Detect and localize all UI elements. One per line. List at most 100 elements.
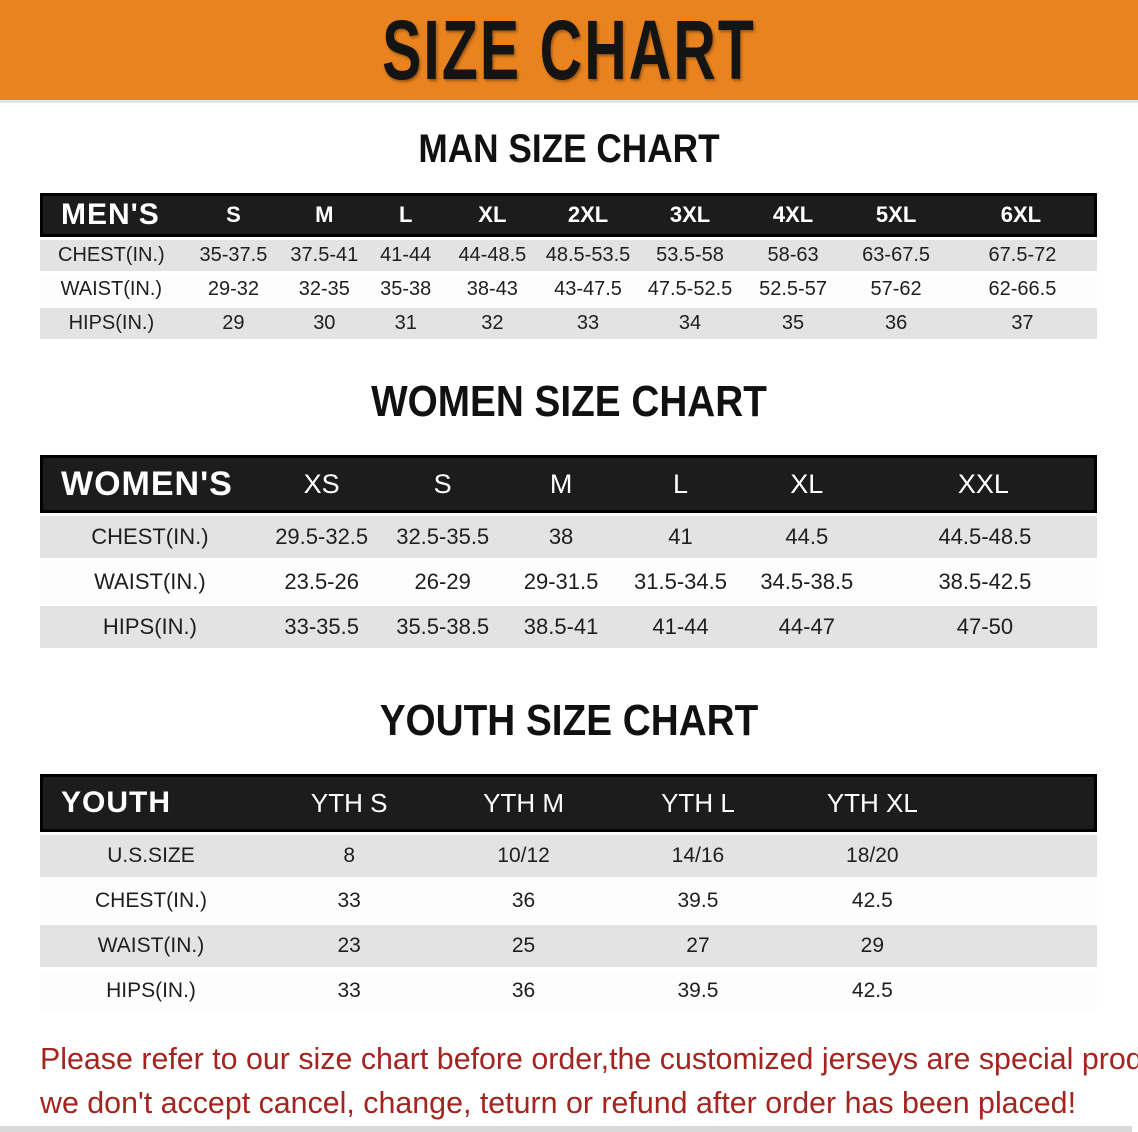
value-cell: 41-44 xyxy=(620,606,741,648)
table-title-cell: MEN'S xyxy=(40,193,183,237)
value-cell: 29 xyxy=(182,308,285,339)
value-cell: 23 xyxy=(261,925,437,967)
value-cell: 38.5-42.5 xyxy=(872,561,1097,603)
value-cell: 32.5-35.5 xyxy=(383,516,502,558)
size-column-header: YTH XL xyxy=(785,774,960,832)
youth-size-table: YOUTH YTH S YTH M YTH L YTH XL U.S.SIZE 8 10/12… xyxy=(40,771,1097,1015)
table-row: CHEST(IN.) 29.5-32.5 32.5-35.5 38 41 44.5 44.5… xyxy=(40,516,1097,558)
value-cell: 37.5-41 xyxy=(284,240,365,271)
table-row: WAIST(IN.) 23.5-26 26-29 29-31.5 31.5-34.5 34… xyxy=(40,561,1097,603)
value-cell: 35-38 xyxy=(364,274,447,305)
value-cell: 39.5 xyxy=(610,880,786,922)
value-cell: 29-32 xyxy=(182,274,285,305)
value-cell: 42.5 xyxy=(785,970,960,1012)
size-column-header: L xyxy=(364,193,447,237)
size-column-header: L xyxy=(620,455,741,513)
row-label-cell: U.S.SIZE xyxy=(40,835,262,877)
value-cell: 36 xyxy=(436,880,611,922)
size-chart-title: SIZE CHART xyxy=(382,2,756,97)
value-cell: 47.5-52.5 xyxy=(638,274,742,305)
women-size-chart-heading: WOMEN SIZE CHART xyxy=(371,377,767,426)
filler-cell xyxy=(959,970,1097,1012)
row-label-cell: WAIST(IN.) xyxy=(40,925,262,967)
size-table: YOUTH YTH S YTH M YTH L YTH XL U.S.SIZE 8 10/12… xyxy=(40,771,1097,1015)
value-cell: 63-67.5 xyxy=(844,240,948,271)
value-cell: 29-31.5 xyxy=(501,561,621,603)
size-column-header: XL xyxy=(446,193,538,237)
value-cell: 33 xyxy=(261,880,437,922)
value-cell: 31 xyxy=(364,308,447,339)
table-row: HIPS(IN.) 33 36 39.5 42.5 xyxy=(40,970,1097,1012)
value-cell: 32 xyxy=(446,308,538,339)
value-cell: 44.5-48.5 xyxy=(872,516,1097,558)
value-cell: 27 xyxy=(610,925,786,967)
value-cell: 48.5-53.5 xyxy=(537,240,639,271)
value-cell: 44-48.5 xyxy=(446,240,538,271)
value-cell: 33 xyxy=(261,970,437,1012)
value-cell: 8 xyxy=(261,835,437,877)
value-cell: 41 xyxy=(620,516,741,558)
value-cell: 14/16 xyxy=(610,835,786,877)
value-cell: 35 xyxy=(741,308,845,339)
row-label-cell: HIPS(IN.) xyxy=(40,606,260,648)
value-cell: 32-35 xyxy=(284,274,365,305)
value-cell: 62-66.5 xyxy=(947,274,1097,305)
table-row: CHEST(IN.) 33 36 39.5 42.5 xyxy=(40,880,1097,922)
size-column-header: 6XL xyxy=(947,193,1097,237)
size-column-header: S xyxy=(182,193,285,237)
table-row: WAIST(IN.) 23 25 27 29 xyxy=(40,925,1097,967)
value-cell: 30 xyxy=(284,308,365,339)
size-column-header: XXL xyxy=(872,455,1097,513)
size-table: MEN'S S M L XL 2XL 3XL 4XL 5XL 6XL CHEST(IN.) 35-37… xyxy=(40,190,1097,342)
order-disclaimer: Please refer to our size chart before or… xyxy=(40,1037,1138,1125)
row-label-cell: CHEST(IN.) xyxy=(40,880,262,922)
table-title-cell: YOUTH xyxy=(40,774,262,832)
table-row: CHEST(IN.) 35-37.5 37.5-41 41-44 44-48.5 48.5… xyxy=(40,240,1097,271)
size-table-header-row: MEN'S S M L XL 2XL 3XL 4XL 5XL 6XL xyxy=(40,193,1097,237)
man-size-chart-heading: MAN SIZE CHART xyxy=(418,127,720,171)
value-cell: 18/20 xyxy=(785,835,960,877)
value-cell: 23.5-26 xyxy=(259,561,384,603)
value-cell: 29 xyxy=(785,925,960,967)
value-cell: 10/12 xyxy=(436,835,611,877)
row-label-cell: CHEST(IN.) xyxy=(40,240,183,271)
value-cell: 67.5-72 xyxy=(947,240,1097,271)
size-column-header: 5XL xyxy=(844,193,948,237)
value-cell: 41-44 xyxy=(364,240,447,271)
size-column-header: XS xyxy=(259,455,384,513)
value-cell: 38 xyxy=(501,516,621,558)
disclaimer-line-1: Please refer to our size chart before or… xyxy=(40,1041,1138,1076)
value-cell: 34 xyxy=(638,308,742,339)
filler-cell xyxy=(959,835,1097,877)
value-cell: 47-50 xyxy=(872,606,1097,648)
size-table: WOMEN'S XS S M L XL XXL CHEST(IN.) 29.5-32.5 32.5… xyxy=(40,452,1097,651)
size-column-header: M xyxy=(501,455,621,513)
size-column-header: YTH M xyxy=(436,774,611,832)
value-cell: 36 xyxy=(844,308,948,339)
value-cell: 42.5 xyxy=(785,880,960,922)
value-cell: 33 xyxy=(537,308,639,339)
size-column-header: M xyxy=(284,193,365,237)
value-cell: 44-47 xyxy=(740,606,873,648)
value-cell: 39.5 xyxy=(610,970,786,1012)
value-cell: 35.5-38.5 xyxy=(383,606,502,648)
value-cell: 29.5-32.5 xyxy=(259,516,384,558)
table-row: U.S.SIZE 8 10/12 14/16 18/20 xyxy=(40,835,1097,877)
value-cell: 36 xyxy=(436,970,611,1012)
size-table-header-row: WOMEN'S XS S M L XL XXL xyxy=(40,455,1097,513)
size-column-header: YTH L xyxy=(610,774,786,832)
row-label-cell: CHEST(IN.) xyxy=(40,516,260,558)
table-row: HIPS(IN.) 29 30 31 32 33 34 35 36 37 xyxy=(40,308,1097,339)
value-cell: 26-29 xyxy=(383,561,502,603)
value-cell: 25 xyxy=(436,925,611,967)
table-title-cell: WOMEN'S xyxy=(40,455,260,513)
value-cell: 33-35.5 xyxy=(259,606,384,648)
size-column-header: XL xyxy=(740,455,873,513)
disclaimer-line-2: we don't accept cancel, change, teturn o… xyxy=(40,1085,1077,1120)
value-cell: 38-43 xyxy=(446,274,538,305)
value-cell: 43-47.5 xyxy=(537,274,639,305)
size-table-header-row: YOUTH YTH S YTH M YTH L YTH XL xyxy=(40,774,1097,832)
table-row: HIPS(IN.) 33-35.5 35.5-38.5 38.5-41 41-44 44-… xyxy=(40,606,1097,648)
youth-size-chart-heading: YOUTH SIZE CHART xyxy=(379,696,759,745)
row-label-cell: HIPS(IN.) xyxy=(40,308,183,339)
